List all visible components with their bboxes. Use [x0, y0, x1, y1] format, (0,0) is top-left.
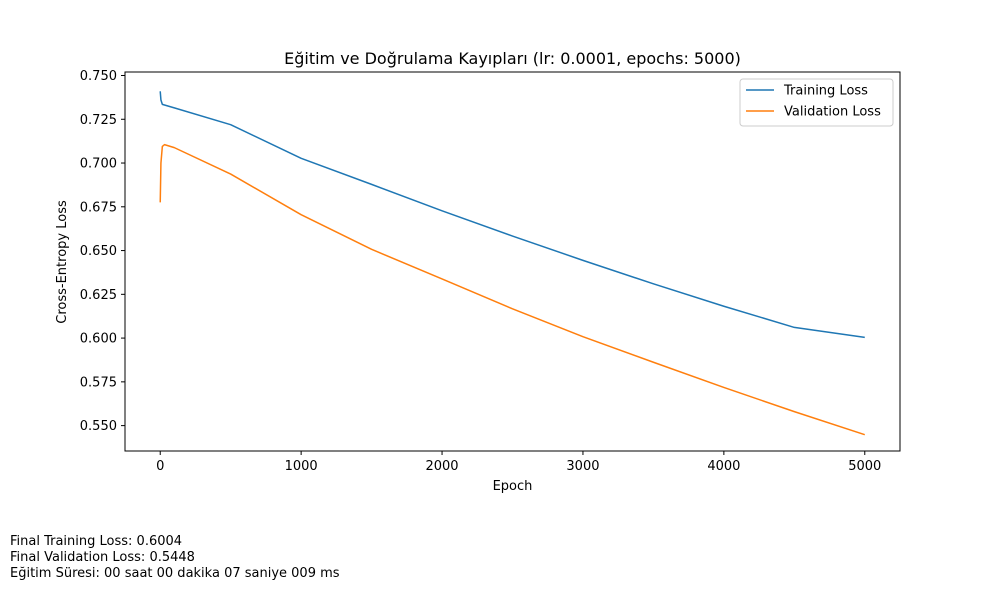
series-lines — [159, 91, 866, 436]
legend-label-2: Validation Loss — [784, 105, 881, 120]
final-validation-loss-text: Final Validation Loss: 0.5448 — [10, 550, 195, 565]
y-tick-label: 0.725 — [80, 113, 117, 128]
y-axis-ticks: 0.550 0.575 0.600 0.625 0.650 0.675 0.700 0.725… — [80, 69, 125, 434]
y-tick-label: 0.550 — [80, 419, 117, 434]
final-training-loss-text: Final Training Loss: 0.6004 — [10, 534, 183, 549]
footer-stats: Final Training Loss: 0.6004 Final Valida… — [10, 534, 340, 582]
x-tick-label: 2000 — [425, 459, 458, 474]
legend-label-1: Training Loss — [783, 84, 868, 99]
y-tick-label: 0.750 — [80, 69, 117, 84]
series-line-2 — [159, 143, 866, 436]
training-duration-text: Eğitim Süresi: 00 saat 00 dakika 07 sani… — [10, 566, 340, 581]
y-tick-label: 0.700 — [80, 157, 117, 172]
legend-box — [739, 78, 894, 127]
x-tick-label: 3000 — [566, 459, 599, 474]
x-tick-label: 4000 — [707, 459, 740, 474]
series-line-1 — [159, 91, 865, 339]
y-tick-label: 0.600 — [80, 332, 117, 347]
x-axis-ticks: 0 1000 2000 3000 4000 5000 — [156, 451, 881, 474]
chart-title: Eğitim ve Doğrulama Kayıpları (lr: 0.000… — [284, 49, 741, 68]
x-tick-label: 1000 — [285, 459, 318, 474]
y-tick-label: 0.650 — [80, 244, 117, 259]
plot-frame — [124, 71, 901, 452]
y-tick-label: 0.675 — [80, 200, 117, 215]
x-axis-label: Epoch — [493, 479, 533, 494]
y-tick-label: 0.625 — [80, 288, 117, 303]
x-tick-label: 0 — [156, 459, 164, 474]
legend: Training Loss Validation Loss — [739, 78, 894, 127]
y-tick-label: 0.575 — [80, 375, 117, 390]
plot-area — [125, 72, 900, 451]
y-axis-label: Cross-Entropy Loss — [55, 200, 70, 324]
x-tick-label: 5000 — [848, 459, 881, 474]
